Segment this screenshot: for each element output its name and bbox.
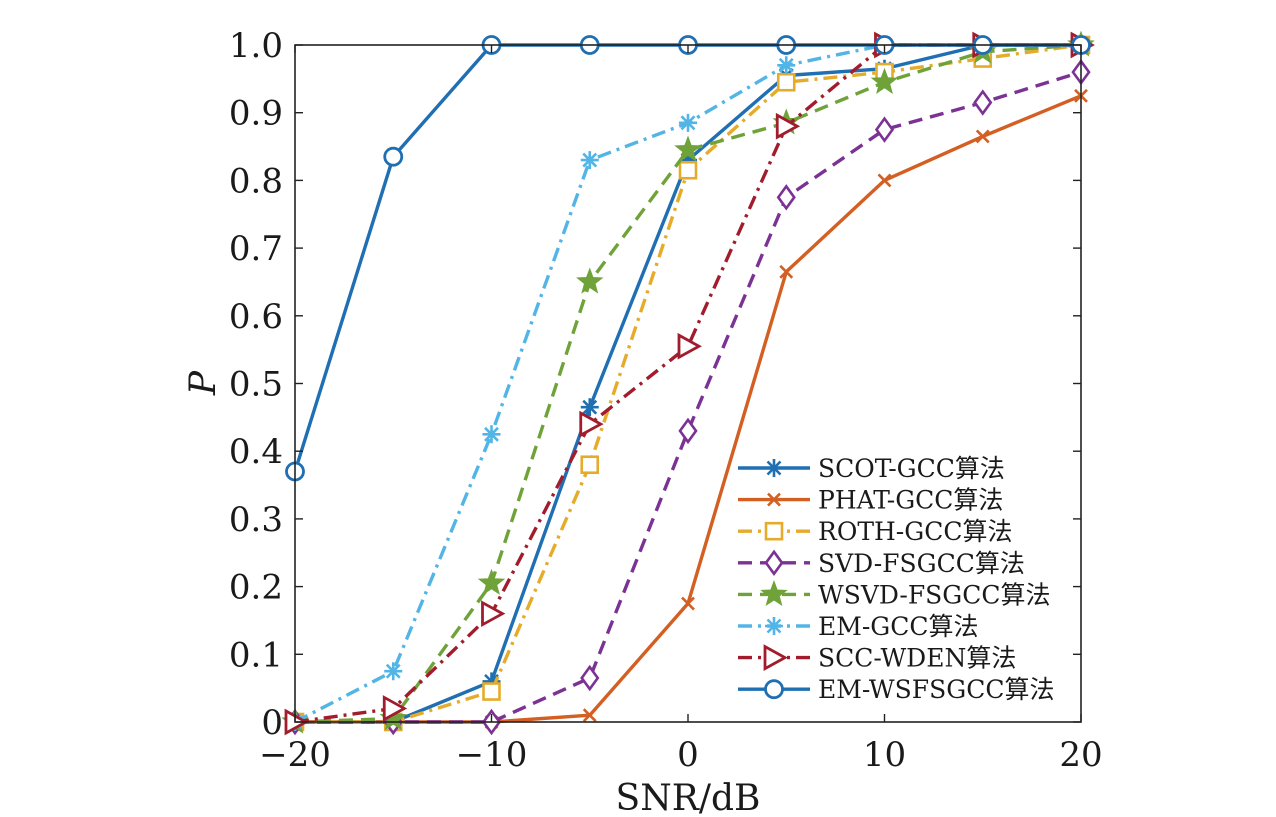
data-point bbox=[679, 151, 697, 170]
data-point bbox=[776, 184, 796, 211]
data-point bbox=[874, 116, 895, 143]
legend-label: SVD-FSGCC算法 bbox=[818, 549, 1025, 578]
legend-marker bbox=[767, 492, 781, 507]
legend-marker bbox=[764, 549, 784, 577]
legend-label: SCOT-GCC算法 bbox=[818, 454, 1005, 483]
data-point bbox=[779, 264, 794, 279]
data-point bbox=[576, 267, 604, 294]
y-tick-label: 0 bbox=[261, 703, 283, 743]
data-point bbox=[975, 129, 990, 144]
data-point bbox=[382, 695, 408, 722]
data-point bbox=[482, 672, 501, 691]
y-tick-label: 0.8 bbox=[229, 161, 283, 201]
data-point bbox=[580, 151, 599, 170]
x-tick-label: 0 bbox=[677, 735, 699, 775]
data-point bbox=[877, 173, 892, 188]
data-point bbox=[579, 410, 604, 438]
legend-item-4: WSVD-FSGCC算法 bbox=[738, 579, 1051, 609]
legend-item-3: SVD-FSGCC算法 bbox=[738, 549, 1025, 578]
data-point bbox=[674, 135, 702, 162]
legend-item-2: ROTH-GCC算法 bbox=[738, 517, 1012, 546]
y-tick-label: 0.4 bbox=[229, 432, 283, 472]
data-point bbox=[681, 596, 695, 611]
x-axis-label: SNR/dB bbox=[616, 778, 761, 817]
legend-marker bbox=[765, 617, 783, 635]
legend-marker bbox=[764, 679, 784, 700]
legend-item-5: EM-GCC算法 bbox=[738, 612, 979, 641]
data-point bbox=[580, 664, 600, 692]
series-line-4 bbox=[294, 43, 1082, 724]
data-point bbox=[481, 600, 506, 628]
data-point bbox=[973, 89, 993, 116]
legend-label: EM-WSFSGCC算法 bbox=[818, 675, 1054, 704]
data-point bbox=[482, 682, 501, 701]
data-point bbox=[679, 113, 697, 132]
legend-label: WSVD-FSGCC算法 bbox=[818, 580, 1051, 609]
data-point bbox=[870, 67, 899, 94]
y-tick-label: 1.0 bbox=[229, 26, 283, 66]
y-tick-label: 0.6 bbox=[229, 297, 283, 337]
legend-marker bbox=[763, 644, 788, 671]
data-point bbox=[580, 455, 600, 475]
data-point bbox=[580, 398, 599, 417]
y-tick-label: 0.1 bbox=[229, 635, 283, 675]
legend-label: PHAT-GCC算法 bbox=[818, 486, 1003, 515]
legend-marker bbox=[764, 521, 784, 541]
legend-label: ROTH-GCC算法 bbox=[818, 517, 1012, 546]
x-tick-label: 20 bbox=[1059, 735, 1102, 775]
legend-item-1: PHAT-GCC算法 bbox=[738, 486, 1003, 515]
y-axis-label: P bbox=[183, 370, 224, 396]
x-tick-label: −20 bbox=[259, 735, 331, 775]
legend-label: SCC-WDEN算法 bbox=[818, 644, 1016, 673]
data-point bbox=[677, 332, 702, 360]
data-point bbox=[678, 160, 698, 180]
data-point bbox=[775, 112, 801, 140]
data-point bbox=[776, 72, 796, 92]
y-tick-label: 0.5 bbox=[229, 365, 283, 405]
data-point bbox=[383, 146, 404, 167]
y-tick-label: 0.9 bbox=[229, 94, 283, 134]
tick-layer: −20 −10 0 10 20 0 0.1 0.2 0.3 0.4 0.5 0.6 0.7 0.8 0.9 1… bbox=[229, 26, 1103, 775]
y-tick-label: 0.3 bbox=[229, 500, 283, 540]
x-tick-label: 10 bbox=[863, 735, 906, 775]
legend-label: EM-GCC算法 bbox=[818, 612, 979, 641]
legend-marker bbox=[760, 579, 788, 607]
data-point bbox=[477, 568, 506, 595]
y-tick-label: 0.2 bbox=[229, 568, 283, 608]
data-point bbox=[384, 662, 403, 681]
legend-item-7: EM-WSFSGCC算法 bbox=[738, 675, 1054, 704]
y-tick-label: 0.7 bbox=[229, 229, 283, 269]
data-point bbox=[678, 417, 698, 445]
legend-item-6: SCC-WDEN算法 bbox=[738, 644, 1016, 673]
data-point bbox=[777, 56, 796, 75]
legend-item-0: SCOT-GCC算法 bbox=[738, 454, 1005, 483]
x-tick-label: −10 bbox=[456, 735, 528, 775]
data-point bbox=[582, 708, 597, 723]
data-point bbox=[482, 425, 501, 444]
legend-marker bbox=[765, 459, 783, 477]
